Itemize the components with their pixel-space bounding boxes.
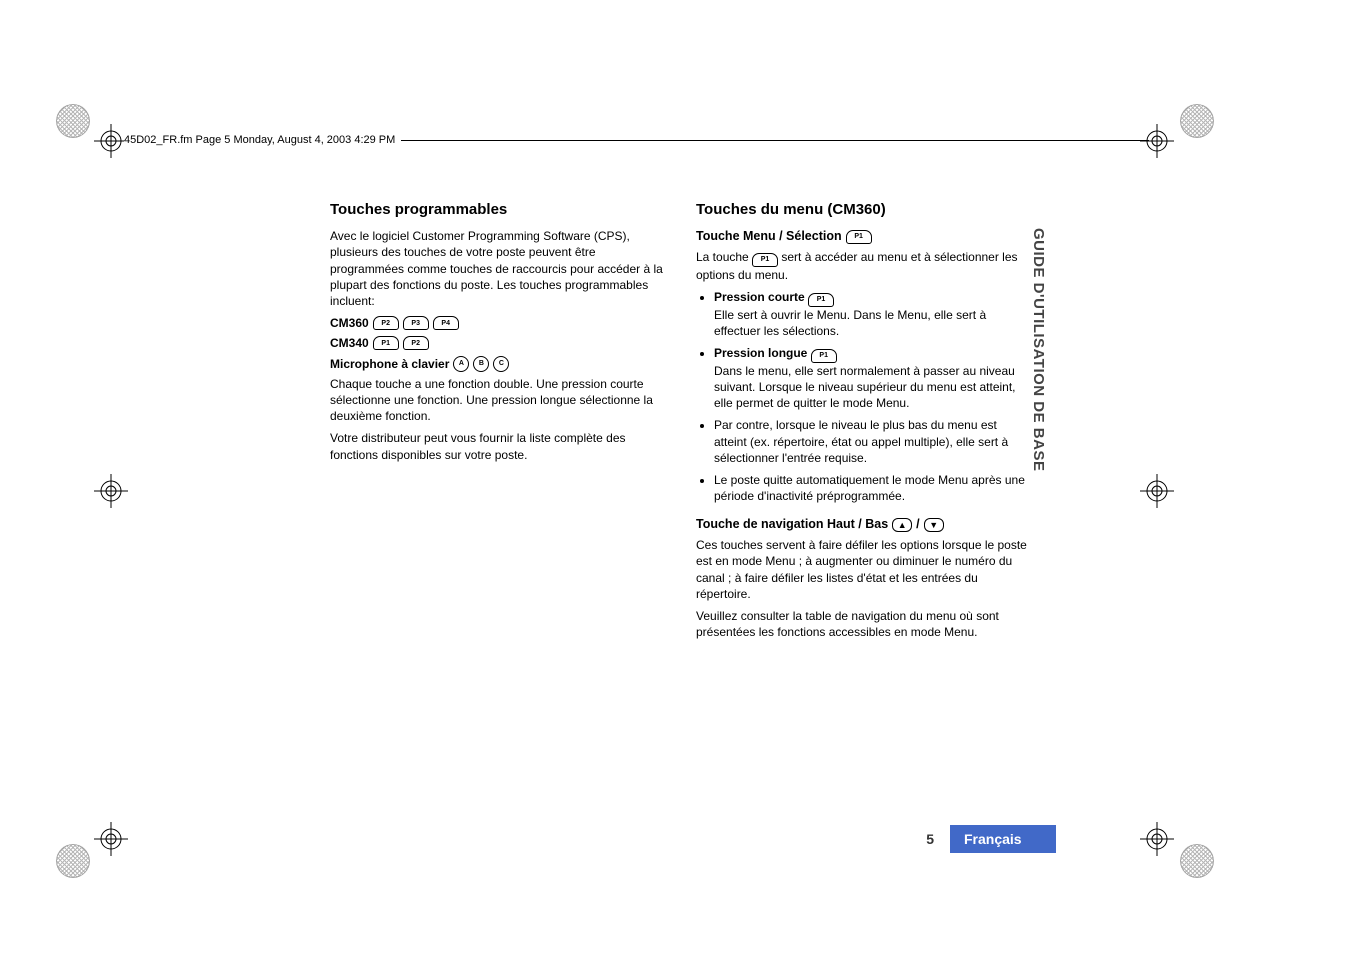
key-circle: B [473, 356, 489, 372]
key-pill: P1 [752, 253, 778, 267]
long-press-desc: Dans le menu, elle sert normalement à pa… [714, 363, 1030, 412]
corner-hatch-icon [1180, 104, 1214, 138]
cm360-label: CM360 [330, 315, 369, 331]
menu-heading-text: Touche Menu / Sélection [696, 228, 842, 245]
language-tab: Français [950, 825, 1056, 853]
key-pill: P2 [403, 336, 429, 350]
key-pill: P1 [808, 293, 834, 307]
left-title: Touches programmables [330, 200, 664, 220]
bullet-short-press: Pression courte P1 Elle sert à ouvrir le… [714, 289, 1030, 339]
mic-row: Microphone à clavier A B C [330, 356, 664, 372]
bullet-long-press: Pression longue P1 Dans le menu, elle se… [714, 345, 1030, 411]
cm360-row: CM360 P2 P3 P4 [330, 315, 664, 331]
short-press-desc: Elle sert à ouvrir le Menu. Dans le Menu… [714, 307, 1030, 339]
menu-heading: Touche Menu / Sélection P1 [696, 228, 1030, 245]
nav-see: Veuillez consulter la table de navigatio… [696, 608, 1030, 640]
right-column: Touches du menu (CM360) Touche Menu / Sé… [696, 200, 1030, 646]
mic-label: Microphone à clavier [330, 356, 449, 372]
corner-hatch-icon [56, 844, 90, 878]
menu-desc: La touche P1 sert à accéder au menu et à… [696, 249, 1030, 283]
key-pill: P4 [433, 316, 459, 330]
right-title: Touches du menu (CM360) [696, 200, 1030, 220]
down-key-icon: ▼ [924, 518, 944, 532]
corner-hatch-icon [1180, 844, 1214, 878]
key-circle: A [453, 356, 469, 372]
long-press-label: Pression longue [714, 346, 807, 360]
nav-sep: / [916, 516, 919, 533]
side-tab-label: GUIDE D'UTILISATION DE BASE [1030, 228, 1047, 471]
menu-desc-pre: La touche [696, 250, 752, 264]
key-pill: P2 [373, 316, 399, 330]
bullet-auto-exit: Le poste quitte automatiquement le mode … [714, 472, 1030, 504]
key-pill: P1 [811, 349, 837, 363]
key-pill: P3 [403, 316, 429, 330]
nav-heading: Touche de navigation Haut / Bas ▲ / ▼ [696, 516, 1030, 533]
nav-desc: Ces touches servent à faire défiler les … [696, 537, 1030, 602]
bullet-lowest-level: Par contre, lorsque le niveau le plus ba… [714, 417, 1030, 466]
cm340-row: CM340 P1 P2 [330, 335, 664, 351]
side-tab: GUIDE D'UTILISATION DE BASE [1025, 228, 1053, 564]
menu-bullets: Pression courte P1 Elle sert à ouvrir le… [696, 289, 1030, 504]
page-footer: 5 Français [830, 825, 1056, 853]
left-column: Touches programmables Avec le logiciel C… [330, 200, 664, 646]
dual-function-text: Chaque touche a une fonction double. Une… [330, 376, 664, 425]
running-head-text: 45D02_FR.fm Page 5 Monday, August 4, 200… [124, 134, 401, 146]
key-circle: C [493, 356, 509, 372]
left-intro: Avec le logiciel Customer Programming So… [330, 228, 664, 309]
corner-hatch-icon [56, 104, 90, 138]
cm340-label: CM340 [330, 335, 369, 351]
key-pill: P1 [373, 336, 399, 350]
key-pill: P1 [846, 230, 872, 244]
short-press-label: Pression courte [714, 290, 805, 304]
nav-heading-text: Touche de navigation Haut / Bas [696, 516, 888, 533]
up-key-icon: ▲ [892, 518, 912, 532]
running-head: 45D02_FR.fm Page 5 Monday, August 4, 200… [124, 140, 1149, 153]
page-number: 5 [830, 825, 950, 853]
distributor-text: Votre distributeur peut vous fournir la … [330, 430, 664, 462]
